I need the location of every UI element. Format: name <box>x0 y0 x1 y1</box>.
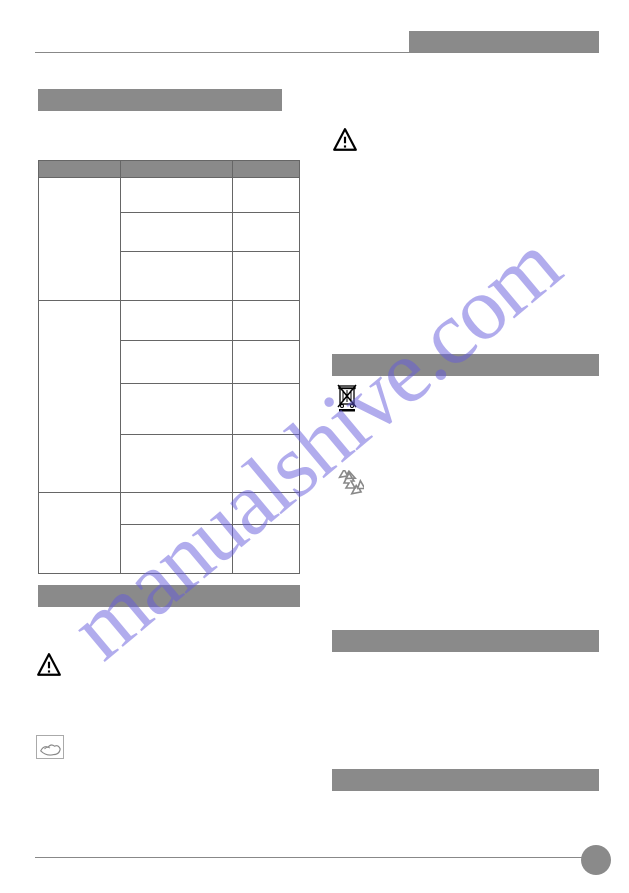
section-heading-bar <box>332 630 599 652</box>
table-header-row <box>39 161 300 178</box>
table-header-cell <box>233 161 300 178</box>
header-tab-bar <box>409 31 599 53</box>
table-header-cell <box>39 161 121 178</box>
table-cell <box>233 525 300 574</box>
table-cell <box>120 252 233 301</box>
troubleshooting-table <box>38 160 300 574</box>
table-cell <box>39 178 121 301</box>
page-number-circle <box>581 845 611 875</box>
table-cell <box>233 384 300 435</box>
footer-rule <box>35 857 599 858</box>
section-heading-bar <box>332 769 599 791</box>
table-row <box>39 301 300 341</box>
table-cell <box>39 301 121 493</box>
table-cell <box>120 525 233 574</box>
recycle-icon <box>334 470 364 500</box>
weee-bin-icon <box>336 382 358 412</box>
table-cell <box>120 493 233 525</box>
table-header-cell <box>120 161 233 178</box>
section-heading-bar <box>38 89 282 111</box>
table-cell <box>233 252 300 301</box>
table-cell <box>233 341 300 384</box>
table-cell <box>120 301 233 341</box>
section-heading-bar <box>38 585 300 607</box>
table-cell <box>120 178 233 213</box>
warning-icon <box>36 652 62 678</box>
table-cell <box>233 213 300 252</box>
table-row <box>39 493 300 525</box>
section-heading-bar <box>332 354 599 376</box>
document-page: { "watermark": { "text": "manualshive.co… <box>0 0 629 893</box>
table-cell <box>120 213 233 252</box>
table-cell <box>233 178 300 213</box>
table-cell <box>233 493 300 525</box>
table-cell <box>233 435 300 493</box>
table-cell <box>39 493 121 574</box>
table-cell <box>120 435 233 493</box>
table-cell <box>233 301 300 341</box>
table-cell <box>120 341 233 384</box>
hands-icon <box>36 735 64 759</box>
warning-icon <box>332 127 358 153</box>
table-cell <box>120 384 233 435</box>
header-rule <box>35 52 599 53</box>
table-row <box>39 178 300 213</box>
